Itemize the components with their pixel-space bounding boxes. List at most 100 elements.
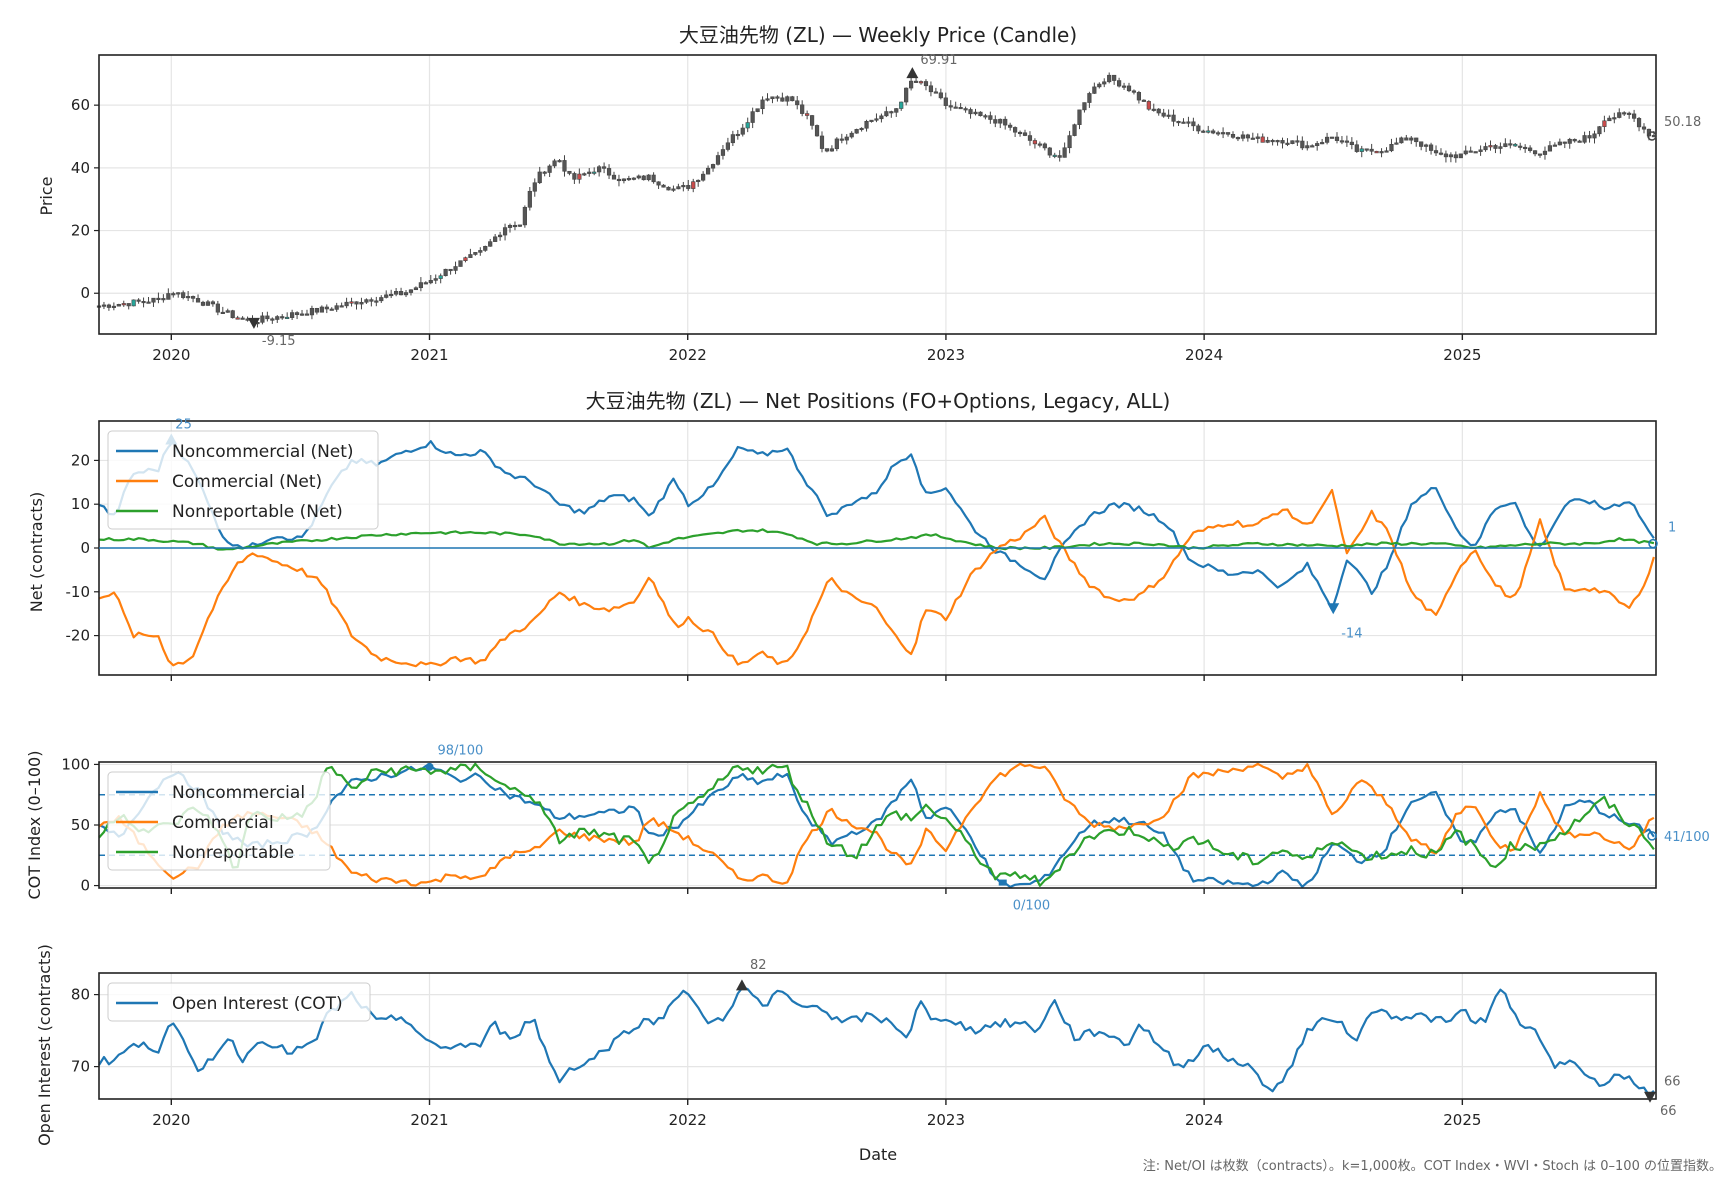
- candle-body: [483, 246, 488, 251]
- footer-note: 注: Net/OI は枚数（contracts）。k=1,000枚。COT In…: [1143, 1159, 1722, 1174]
- y-tick-label: 50: [71, 816, 90, 834]
- last-marker: [1647, 131, 1657, 141]
- candle-body: [1300, 140, 1305, 149]
- candle-body: [1592, 133, 1597, 139]
- oi-ylabel: Open Interest (contracts): [35, 944, 54, 1146]
- candle-body: [894, 108, 899, 113]
- net-panel: 大豆油先物 (ZL) — Net Positions (FO+Options, …: [27, 389, 1676, 681]
- candle-body: [1166, 114, 1171, 117]
- candle-body: [1324, 136, 1330, 143]
- candle-body: [616, 178, 622, 182]
- candle-body: [1329, 136, 1335, 139]
- candle-body: [1458, 153, 1463, 159]
- candle-body: [1542, 150, 1548, 155]
- candle-body: [913, 80, 919, 83]
- candle-body: [938, 92, 943, 99]
- x-tick-label: 2022: [669, 1111, 707, 1129]
- candle-body: [814, 125, 820, 137]
- candle-body: [408, 289, 414, 293]
- candle-body: [1473, 151, 1478, 154]
- candle-body: [1557, 141, 1562, 146]
- candle-body: [290, 312, 295, 318]
- candle-body: [1617, 112, 1622, 118]
- candle-body: [1211, 130, 1216, 134]
- candle-body: [1181, 121, 1186, 124]
- legend-label: Open Interest (COT): [172, 994, 343, 1014]
- candle-body: [285, 316, 290, 320]
- candle-body: [795, 100, 800, 106]
- candle-body: [740, 127, 745, 135]
- candle-body: [1097, 83, 1102, 88]
- candle-body: [646, 174, 651, 181]
- candle-body: [319, 306, 324, 313]
- candle-body: [904, 87, 909, 103]
- candle-body: [384, 294, 389, 298]
- candle-body: [998, 118, 1003, 124]
- candle-body: [587, 171, 592, 174]
- candle-body: [1171, 114, 1176, 122]
- candle-body: [805, 113, 810, 116]
- legend-label: Commercial: [172, 813, 274, 833]
- candle-body: [369, 299, 374, 302]
- candle-body: [1641, 126, 1647, 130]
- candle-body: [537, 171, 542, 184]
- candle-body: [819, 135, 825, 149]
- candle-body: [438, 275, 443, 279]
- candle-body: [547, 165, 552, 173]
- candle-body: [1087, 93, 1092, 103]
- candle-body: [671, 188, 676, 191]
- min-marker-icon: [1644, 1091, 1656, 1103]
- candle-body: [775, 96, 780, 99]
- y-tick-label: 60: [71, 96, 90, 114]
- candle-body: [1230, 134, 1236, 138]
- candle-body: [730, 134, 735, 144]
- candle-body: [755, 108, 760, 112]
- candle-body: [1374, 150, 1379, 154]
- candle-body: [1448, 154, 1453, 158]
- candle-body: [294, 312, 300, 315]
- candle-body: [190, 296, 196, 299]
- candle-body: [1320, 142, 1325, 145]
- candle-body: [611, 174, 617, 180]
- candle-body: [265, 315, 270, 320]
- candle-body: [314, 307, 319, 313]
- candle-body: [1532, 150, 1538, 155]
- max-label: 25: [175, 418, 192, 433]
- candle-body: [527, 190, 532, 208]
- candle-body: [1349, 141, 1354, 146]
- candle-body: [745, 122, 750, 129]
- candle-body: [215, 303, 220, 313]
- candle-body: [800, 104, 805, 114]
- candle-body: [1394, 142, 1399, 145]
- candle-body: [1498, 146, 1503, 149]
- candle-body: [626, 178, 631, 181]
- candle-body: [1052, 154, 1057, 157]
- min-marker-icon: [247, 317, 260, 329]
- candle-body: [1384, 150, 1389, 153]
- last-marker: [1648, 538, 1658, 549]
- candle-body: [943, 97, 948, 106]
- candle-body: [1022, 132, 1028, 136]
- candle-body: [398, 291, 404, 296]
- candle-body: [106, 304, 112, 308]
- candle-body: [1508, 143, 1513, 146]
- candle-body: [458, 260, 463, 267]
- max-marker: [425, 762, 434, 771]
- candle-body: [1013, 127, 1018, 133]
- candle-body: [463, 257, 468, 261]
- candle-body: [715, 155, 721, 165]
- candle-body: [621, 178, 627, 182]
- y-tick-label: 0: [80, 877, 90, 895]
- candle-body: [1057, 155, 1062, 158]
- candle-body: [121, 303, 126, 306]
- candle-body: [349, 301, 354, 304]
- candle-body: [844, 136, 849, 141]
- candle-body: [1399, 137, 1404, 144]
- candle-body: [879, 115, 884, 120]
- candle-body: [1359, 148, 1364, 152]
- candle-body: [205, 301, 211, 306]
- candle-body: [1572, 138, 1577, 142]
- candle-body: [225, 310, 230, 313]
- candle-body: [686, 185, 691, 189]
- candle-body: [849, 132, 854, 138]
